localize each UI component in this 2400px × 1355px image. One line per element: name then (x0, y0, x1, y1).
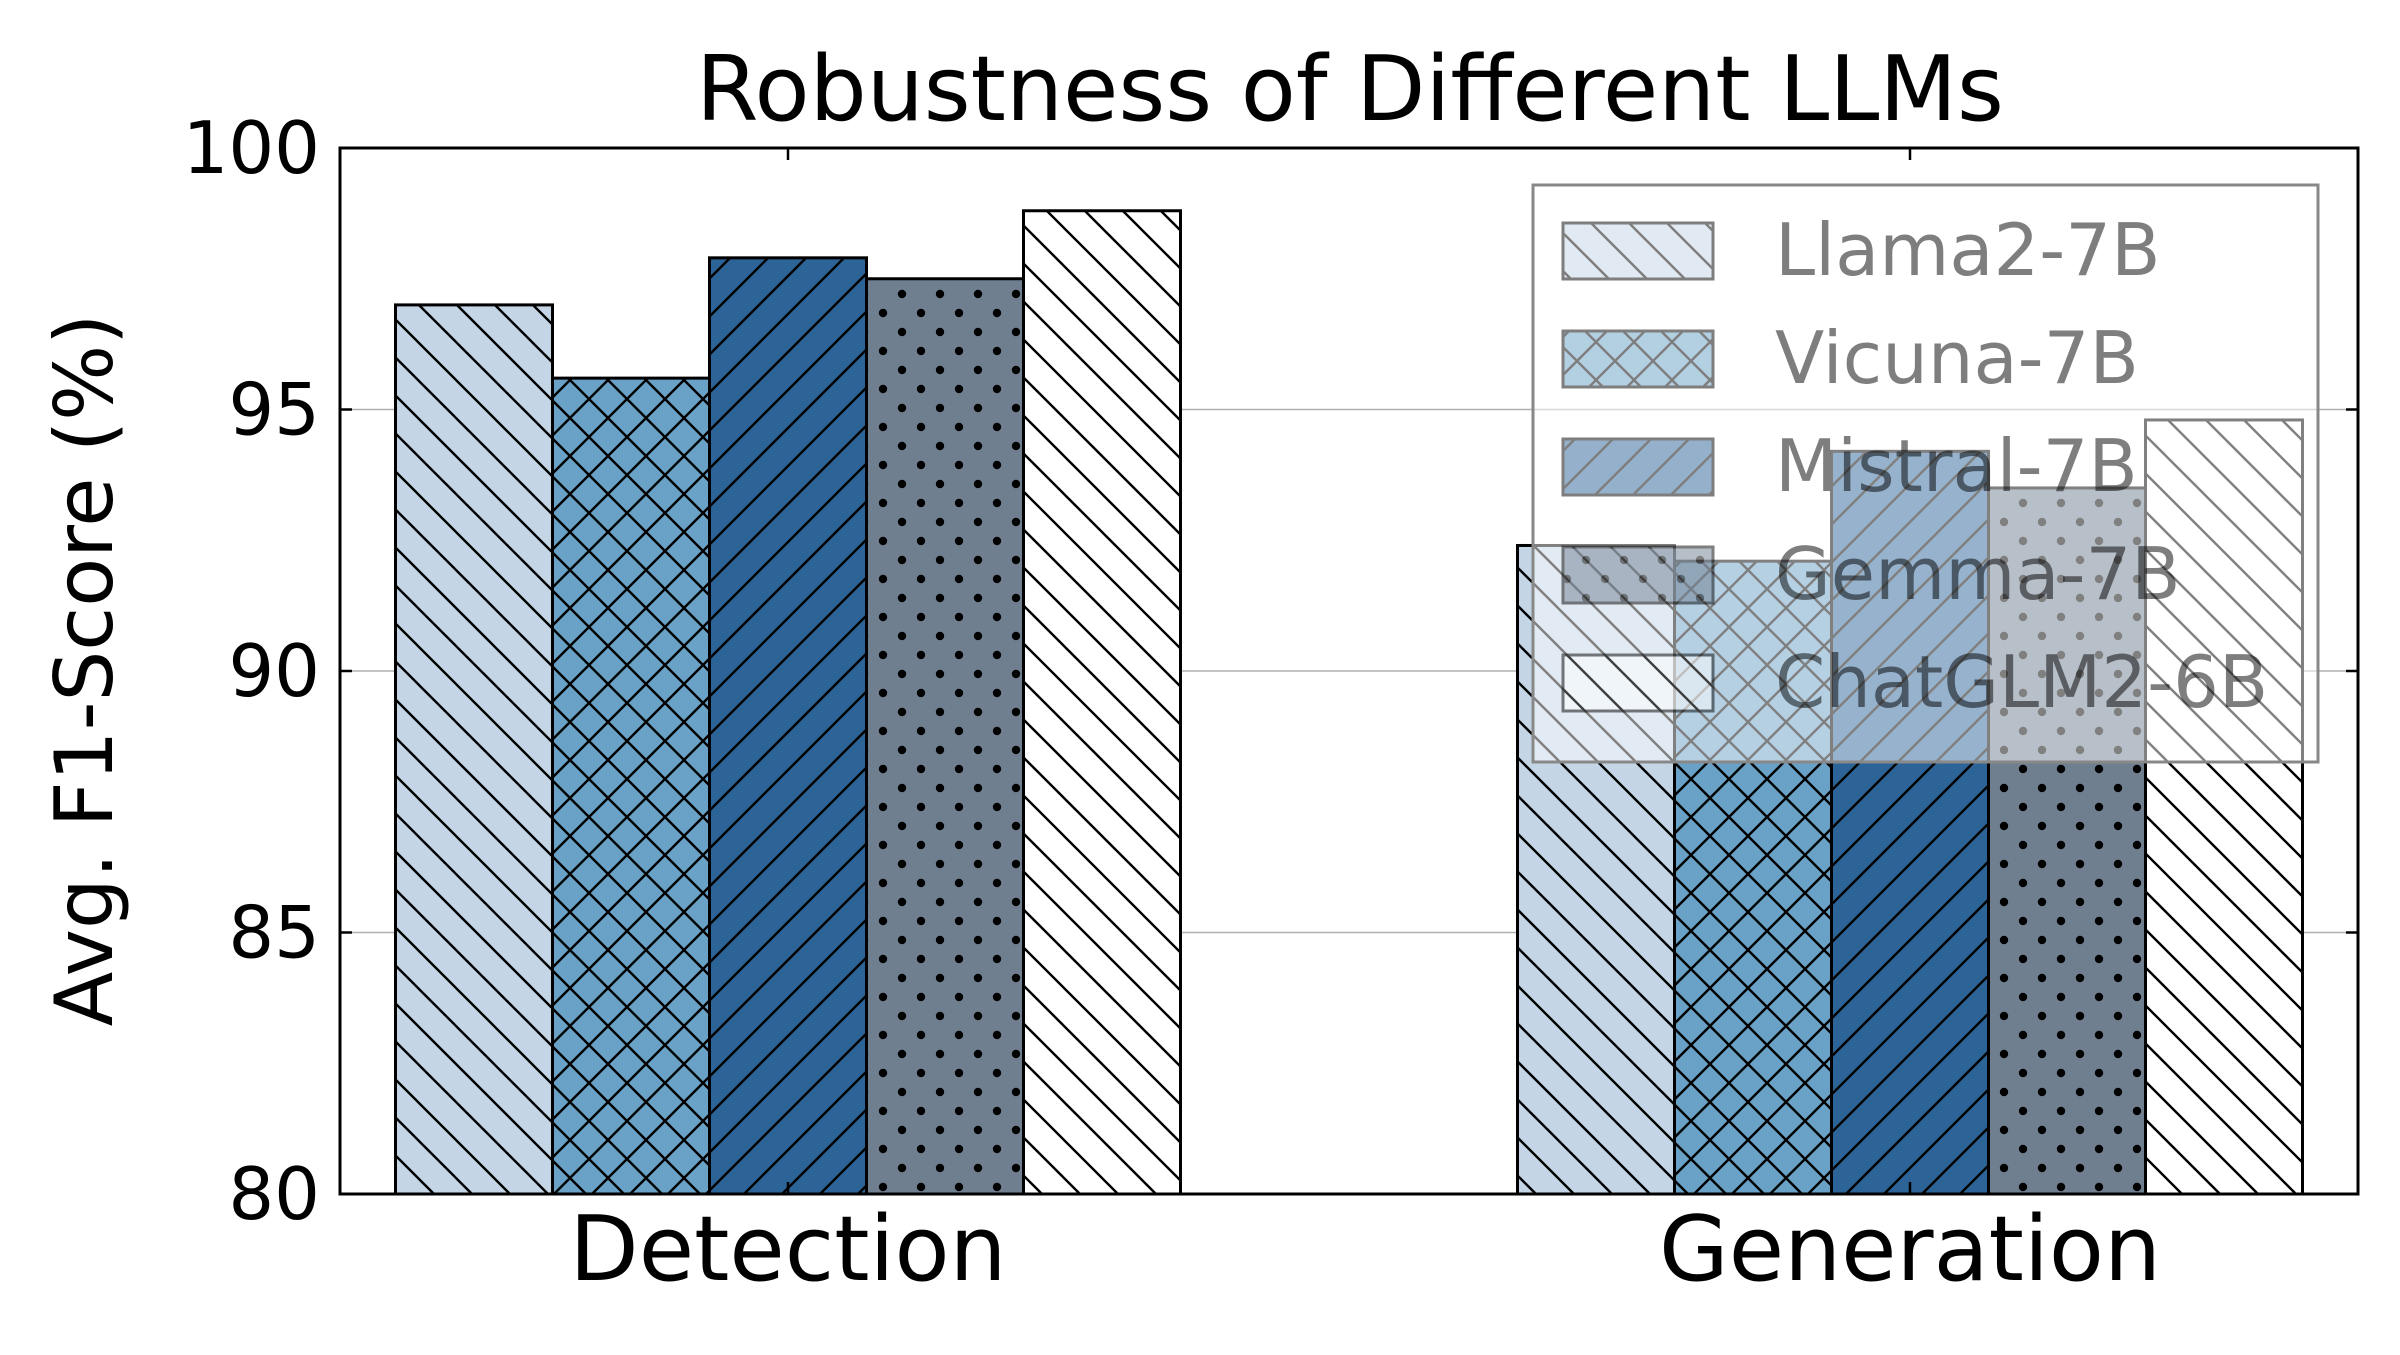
x-tick-label-generation: Generation (1659, 1197, 2161, 1302)
axes: 80 85 90 95 100 Detection Generation (183, 106, 2360, 1302)
y-tick-label: 85 (228, 891, 320, 975)
legend-entries: Llama2-7B Vicuna-7B Mistral-7B Gemma-7B Chat… (1561, 208, 2268, 724)
bar-detection-gemma-7b (865, 277, 1025, 1196)
legend-label-llama2-7b: Llama2-7B (1775, 208, 2161, 292)
legend-swatch-gemma-7b (1561, 545, 1715, 605)
legend-label-mistral-7b: Mistral-7B (1775, 424, 2138, 508)
legend-swatch-mistral-7b (1561, 437, 1715, 497)
legend-label-chatglm2-6b: ChatGLM2-6B (1775, 640, 2268, 724)
bar-detection-mistral-7b (708, 256, 868, 1196)
legend-label-vicuna-7b: Vicuna-7B (1775, 316, 2139, 400)
y-tick-label: 90 (228, 629, 320, 713)
legend-swatch-llama2-7b (1561, 221, 1715, 281)
legend-swatch-vicuna-7b (1561, 329, 1715, 389)
bar-detection-chatglm2-6b (1022, 209, 1182, 1196)
y-tick-label: 80 (228, 1152, 320, 1236)
y-tick-label: 100 (183, 106, 320, 190)
chart-title: Robustness of Different LLMs (696, 37, 2004, 142)
x-tick-label-detection: Detection (569, 1197, 1006, 1302)
bar-detection-llama2-7b (394, 303, 554, 1196)
y-tick-label: 95 (228, 368, 320, 452)
legend-label-gemma-7b: Gemma-7B (1775, 532, 2181, 616)
legend-swatch-chatglm2-6b (1561, 653, 1715, 713)
legend: Llama2-7B Vicuna-7B Mistral-7B Gemma-7B Chat… (1531, 183, 2320, 764)
bar-detection-vicuna-7b (551, 376, 711, 1196)
y-axis-label: Avg. F1-Score (%) (38, 314, 131, 1027)
